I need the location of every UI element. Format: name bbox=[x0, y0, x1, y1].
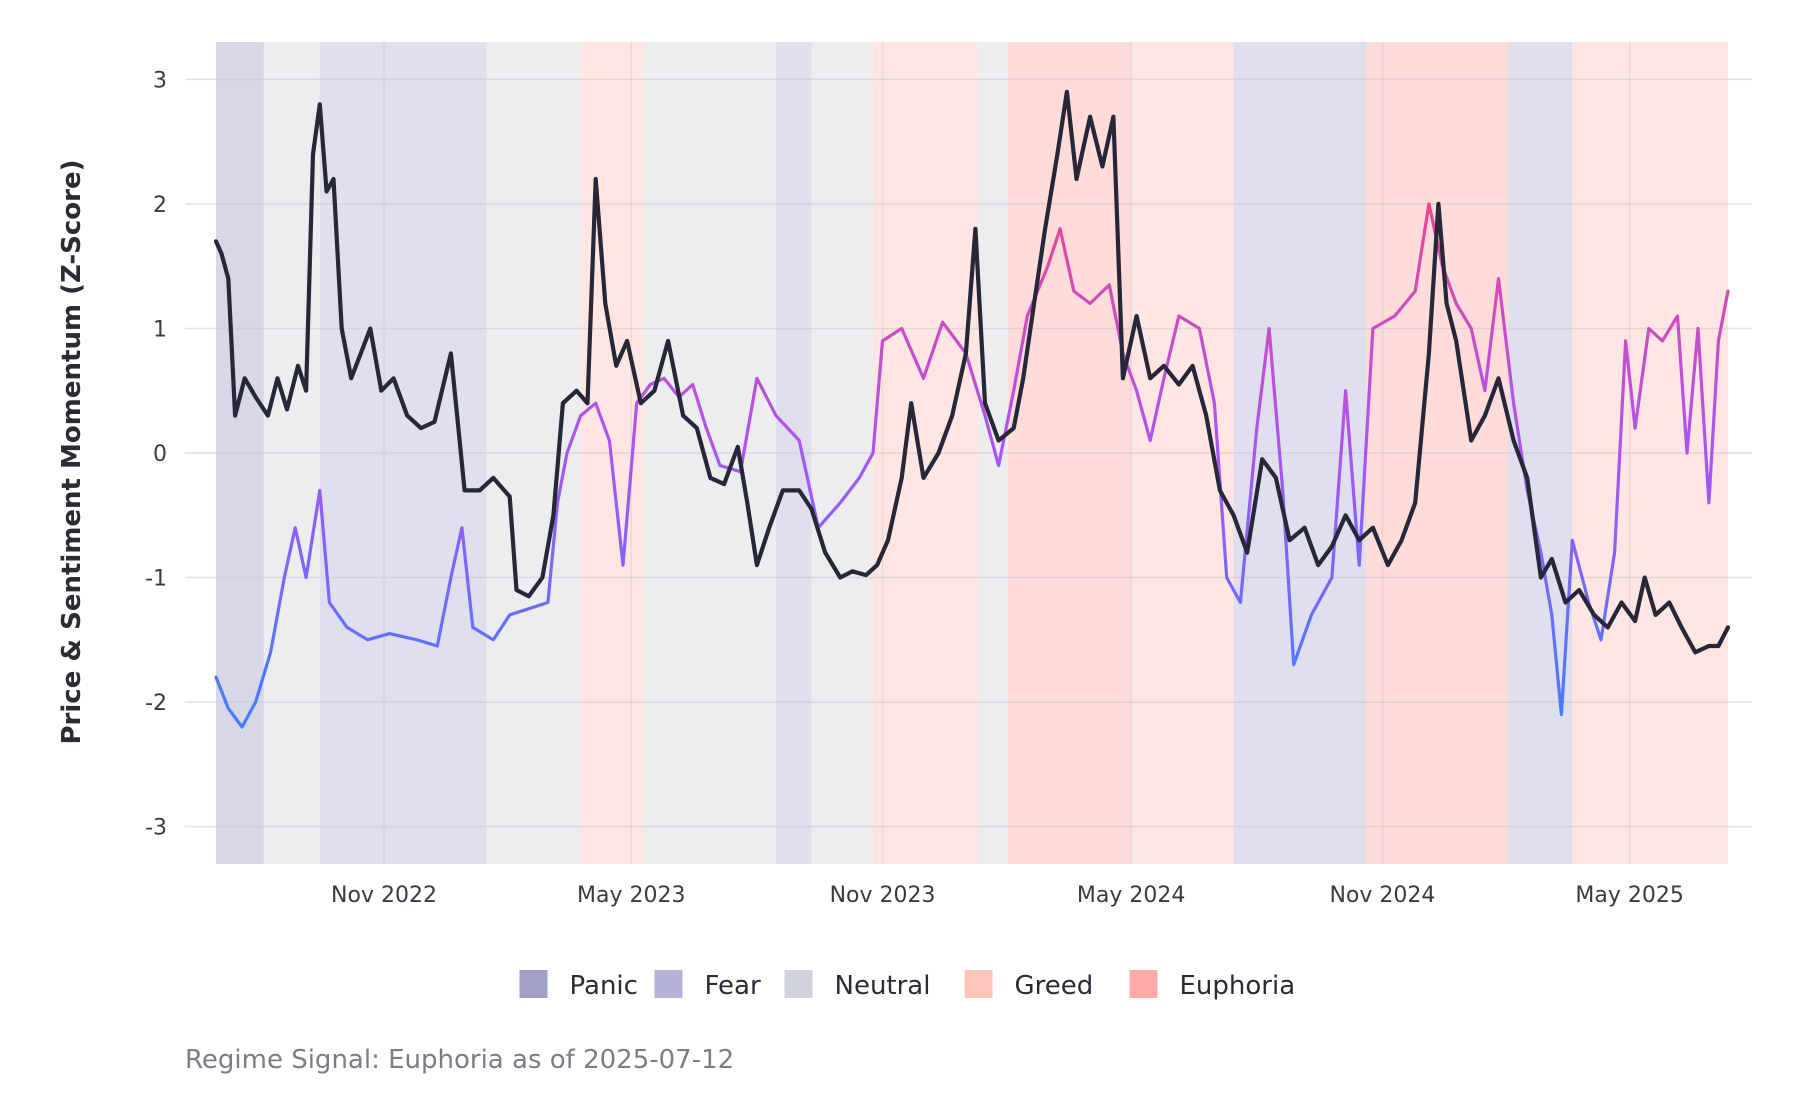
legend-item-euphoria: Euphoria bbox=[1129, 970, 1296, 1001]
x-tick-label: May 2023 bbox=[577, 883, 685, 908]
legend-swatch bbox=[1129, 970, 1158, 998]
y-tick-label: 2 bbox=[153, 193, 167, 218]
x-tick-label: May 2025 bbox=[1575, 883, 1683, 908]
regime-signal-caption: Regime Signal: Euphoria as of 2025-07-12 bbox=[185, 1045, 734, 1075]
y-axis-ticks: 3 2 1 0 -1 -2 -3 bbox=[145, 68, 167, 840]
y-tick-label: 1 bbox=[153, 317, 167, 342]
y-tick-label: -2 bbox=[145, 691, 167, 716]
x-tick-label: May 2024 bbox=[1077, 883, 1185, 908]
legend-swatch bbox=[784, 970, 813, 998]
x-axis-ticks: Nov 2022 May 2023 Nov 2023 May 2024 Nov 2024… bbox=[331, 883, 1684, 908]
y-tick-label: 0 bbox=[153, 442, 167, 467]
legend-label: Panic bbox=[570, 971, 638, 1001]
legend-label: Greed bbox=[1015, 971, 1094, 1001]
legend-swatch bbox=[654, 970, 683, 998]
x-tick-label: Nov 2024 bbox=[1329, 883, 1435, 908]
y-tick-label: 3 bbox=[153, 68, 167, 93]
legend: Panic Fear Neutral Greed Euphoria bbox=[519, 970, 1296, 1001]
y-tick-label: -3 bbox=[145, 816, 167, 841]
legend-swatch bbox=[519, 970, 548, 998]
x-tick-label: Nov 2023 bbox=[830, 883, 936, 908]
legend-item-greed: Greed bbox=[964, 970, 1094, 1001]
series-layer bbox=[213, 89, 1731, 729]
legend-item-fear: Fear bbox=[654, 970, 761, 1001]
legend-item-neutral: Neutral bbox=[784, 970, 931, 1001]
legend-swatch bbox=[964, 970, 993, 998]
x-tick-label: Nov 2022 bbox=[331, 883, 437, 908]
legend-label: Fear bbox=[705, 971, 761, 1001]
y-tick-label: -1 bbox=[145, 567, 167, 592]
price-momentum-line bbox=[213, 89, 1731, 655]
legend-label: Neutral bbox=[835, 971, 931, 1001]
legend-item-panic: Panic bbox=[519, 970, 638, 1001]
y-axis-title: Price & Sentiment Momentum (Z-Score) bbox=[57, 160, 87, 745]
legend-label: Euphoria bbox=[1180, 971, 1296, 1001]
